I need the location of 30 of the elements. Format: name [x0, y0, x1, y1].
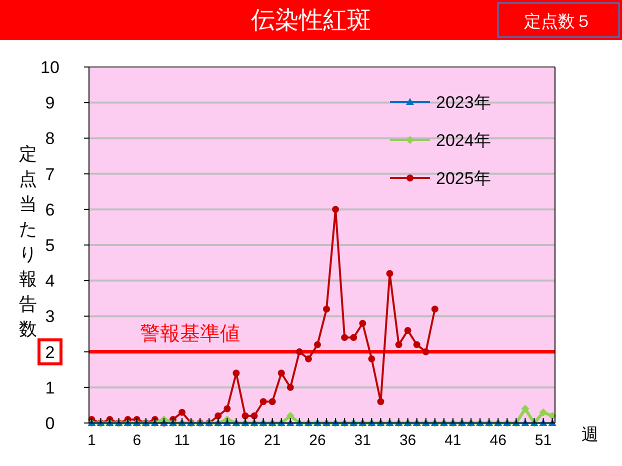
ref-line-label: 警報基準値: [140, 320, 240, 345]
x-tick-label: 41: [444, 432, 462, 449]
x-tick-label: 31: [354, 432, 371, 449]
x-tick-label: 6: [132, 432, 142, 449]
y-tick-label: 2: [45, 342, 55, 362]
x-tick-label: 46: [490, 432, 506, 449]
y-tick-label: 1: [45, 378, 55, 398]
legend-label: 2024年: [436, 131, 491, 150]
x-tick-label: 51: [534, 432, 552, 449]
x-axis-title: 週: [582, 425, 598, 445]
legend-label: 2025年: [436, 169, 491, 188]
chart-subtitle: 定点数５: [524, 12, 592, 32]
y-tick-label: 7: [45, 164, 55, 184]
y-tick-label: 8: [45, 129, 55, 148]
x-tick-label: 16: [218, 432, 236, 449]
legend-label: 2023年: [436, 93, 491, 112]
y-tick-label: 10: [40, 58, 60, 77]
x-tick-label: 11: [174, 432, 190, 449]
x-tick-label: 1: [88, 432, 96, 449]
y-tick-label: 6: [45, 200, 55, 220]
y-tick-label: 5: [45, 236, 55, 255]
y-tick-label: 3: [45, 307, 55, 326]
y-tick-label: 4: [45, 272, 55, 291]
y-tick-label: 0: [45, 414, 55, 433]
chart-title: 伝染性紅斑: [251, 6, 371, 34]
y-axis-title: 定点当たり報告数: [19, 144, 37, 340]
x-tick-label: 26: [309, 432, 326, 449]
x-tick-label: 36: [399, 432, 416, 449]
y-tick-label: 9: [45, 94, 55, 113]
x-tick-label: 21: [264, 432, 281, 449]
